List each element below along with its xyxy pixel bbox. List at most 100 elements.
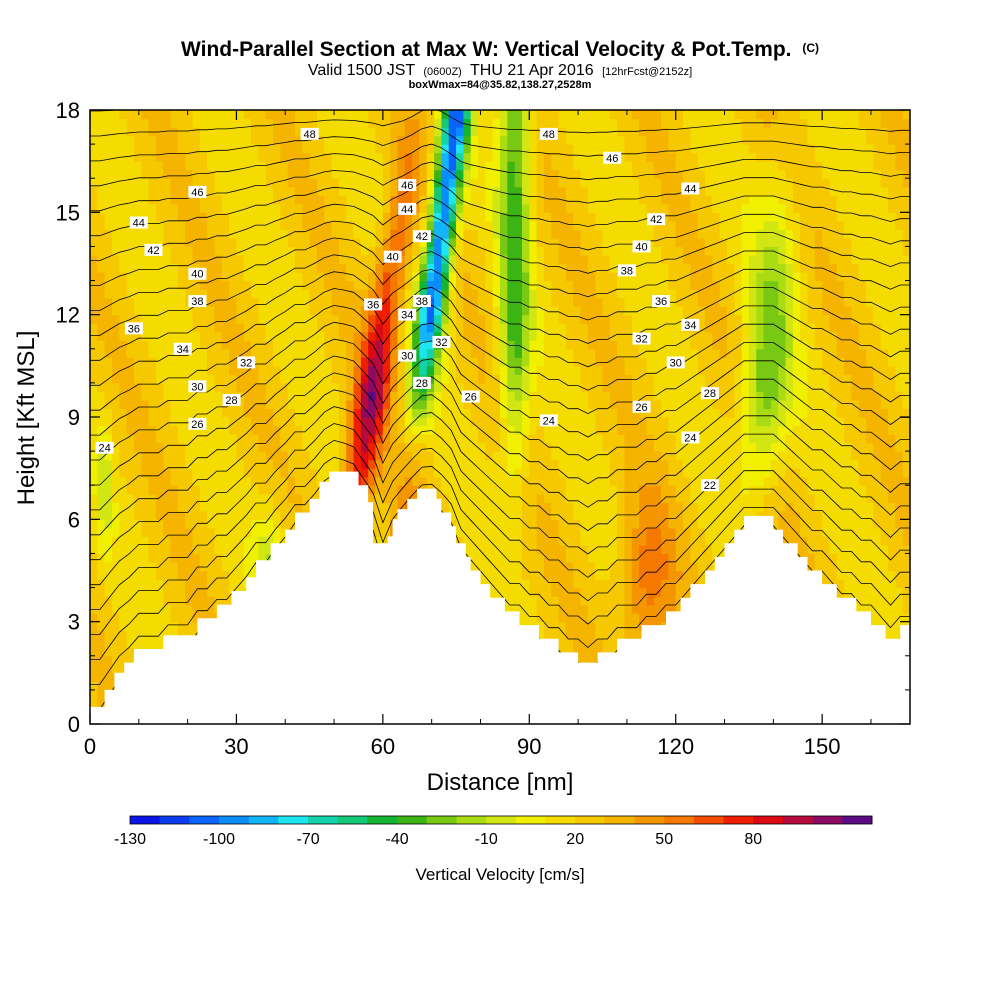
field-cell (177, 110, 186, 120)
field-cell (170, 229, 179, 239)
field-cell (199, 434, 208, 444)
field-cell (185, 212, 194, 222)
field-cell (536, 468, 545, 478)
field-cell (353, 212, 362, 222)
field-cell (412, 476, 421, 486)
field-cell (214, 110, 223, 120)
field-cell (170, 510, 179, 520)
field-cell (221, 161, 230, 171)
field-cell (543, 596, 552, 606)
field-cell (236, 519, 245, 529)
field-cell (207, 118, 216, 128)
field-cell (412, 127, 421, 137)
field-cell (192, 323, 201, 333)
field-cell (331, 280, 340, 290)
field-cell (258, 203, 267, 213)
field-cell (221, 544, 230, 555)
field-cell (331, 365, 340, 375)
field-cell (587, 186, 596, 196)
field-cell (192, 135, 201, 145)
field-cell (500, 220, 508, 230)
field-cell (587, 519, 596, 529)
field-cell (133, 169, 142, 179)
field-cell (309, 459, 318, 469)
field-cell (243, 289, 252, 299)
field-cell (111, 178, 120, 188)
field-cell (280, 127, 289, 137)
field-cell (243, 323, 252, 333)
field-cell (265, 263, 274, 273)
field-cell (346, 280, 355, 290)
field-cell (214, 161, 223, 171)
field-cell (565, 527, 574, 537)
field-cell (536, 229, 545, 239)
field-cell (265, 272, 274, 282)
field-cell (434, 246, 443, 256)
field-cell (251, 152, 259, 162)
field-cell (514, 203, 523, 213)
field-cell (426, 289, 435, 299)
field-cell (448, 510, 457, 520)
field-cell (243, 391, 252, 401)
field-cell (448, 229, 457, 239)
field-cell (478, 186, 486, 196)
field-cell (97, 621, 106, 631)
field-cell (273, 417, 281, 427)
field-cell (243, 519, 252, 529)
field-cell (485, 382, 494, 393)
field-cell (412, 459, 421, 469)
field-cell (229, 485, 238, 495)
field-cell (456, 434, 464, 444)
field-cell (353, 331, 362, 341)
field-cell (295, 178, 303, 188)
field-cell (434, 459, 443, 469)
field-cell (126, 374, 135, 384)
field-cell (251, 135, 259, 145)
field-cell (133, 485, 142, 495)
field-cell (265, 246, 274, 256)
field-cell (397, 399, 406, 410)
field-cell (558, 348, 567, 358)
field-cell (536, 289, 545, 299)
field-cell (368, 365, 377, 375)
field-cell (229, 365, 238, 375)
field-cell (331, 417, 340, 427)
field-cell (273, 485, 281, 495)
field-cell (500, 212, 508, 222)
field-cell (478, 399, 486, 410)
field-cell (214, 323, 223, 333)
field-cell (353, 152, 362, 162)
field-cell (463, 229, 472, 239)
field-cell (382, 212, 391, 222)
field-cell (573, 220, 582, 230)
field-cell (309, 425, 318, 435)
field-cell (558, 212, 567, 222)
field-cell (485, 399, 494, 410)
field-cell (155, 144, 164, 154)
field-cell (558, 553, 567, 563)
field-cell (500, 365, 508, 375)
field-cell (463, 382, 472, 393)
field-cell (133, 502, 142, 512)
field-cell (514, 476, 523, 486)
field-cell (397, 357, 406, 367)
field-cell (302, 434, 311, 444)
field-cell (521, 331, 530, 341)
field-cell (587, 348, 596, 358)
field-cell (141, 331, 150, 341)
field-cell (463, 527, 472, 537)
field-cell (273, 425, 281, 435)
field-cell (258, 237, 267, 248)
field-cell (119, 186, 128, 196)
field-cell (551, 118, 560, 128)
field-cell (295, 127, 303, 137)
field-cell (273, 161, 281, 171)
field-cell (199, 604, 208, 614)
field-cell (500, 399, 508, 410)
field-cell (280, 434, 289, 444)
field-cell (507, 263, 516, 273)
field-cell (529, 553, 538, 563)
field-cell (551, 331, 560, 341)
field-cell (441, 391, 450, 401)
field-cell (309, 263, 318, 273)
